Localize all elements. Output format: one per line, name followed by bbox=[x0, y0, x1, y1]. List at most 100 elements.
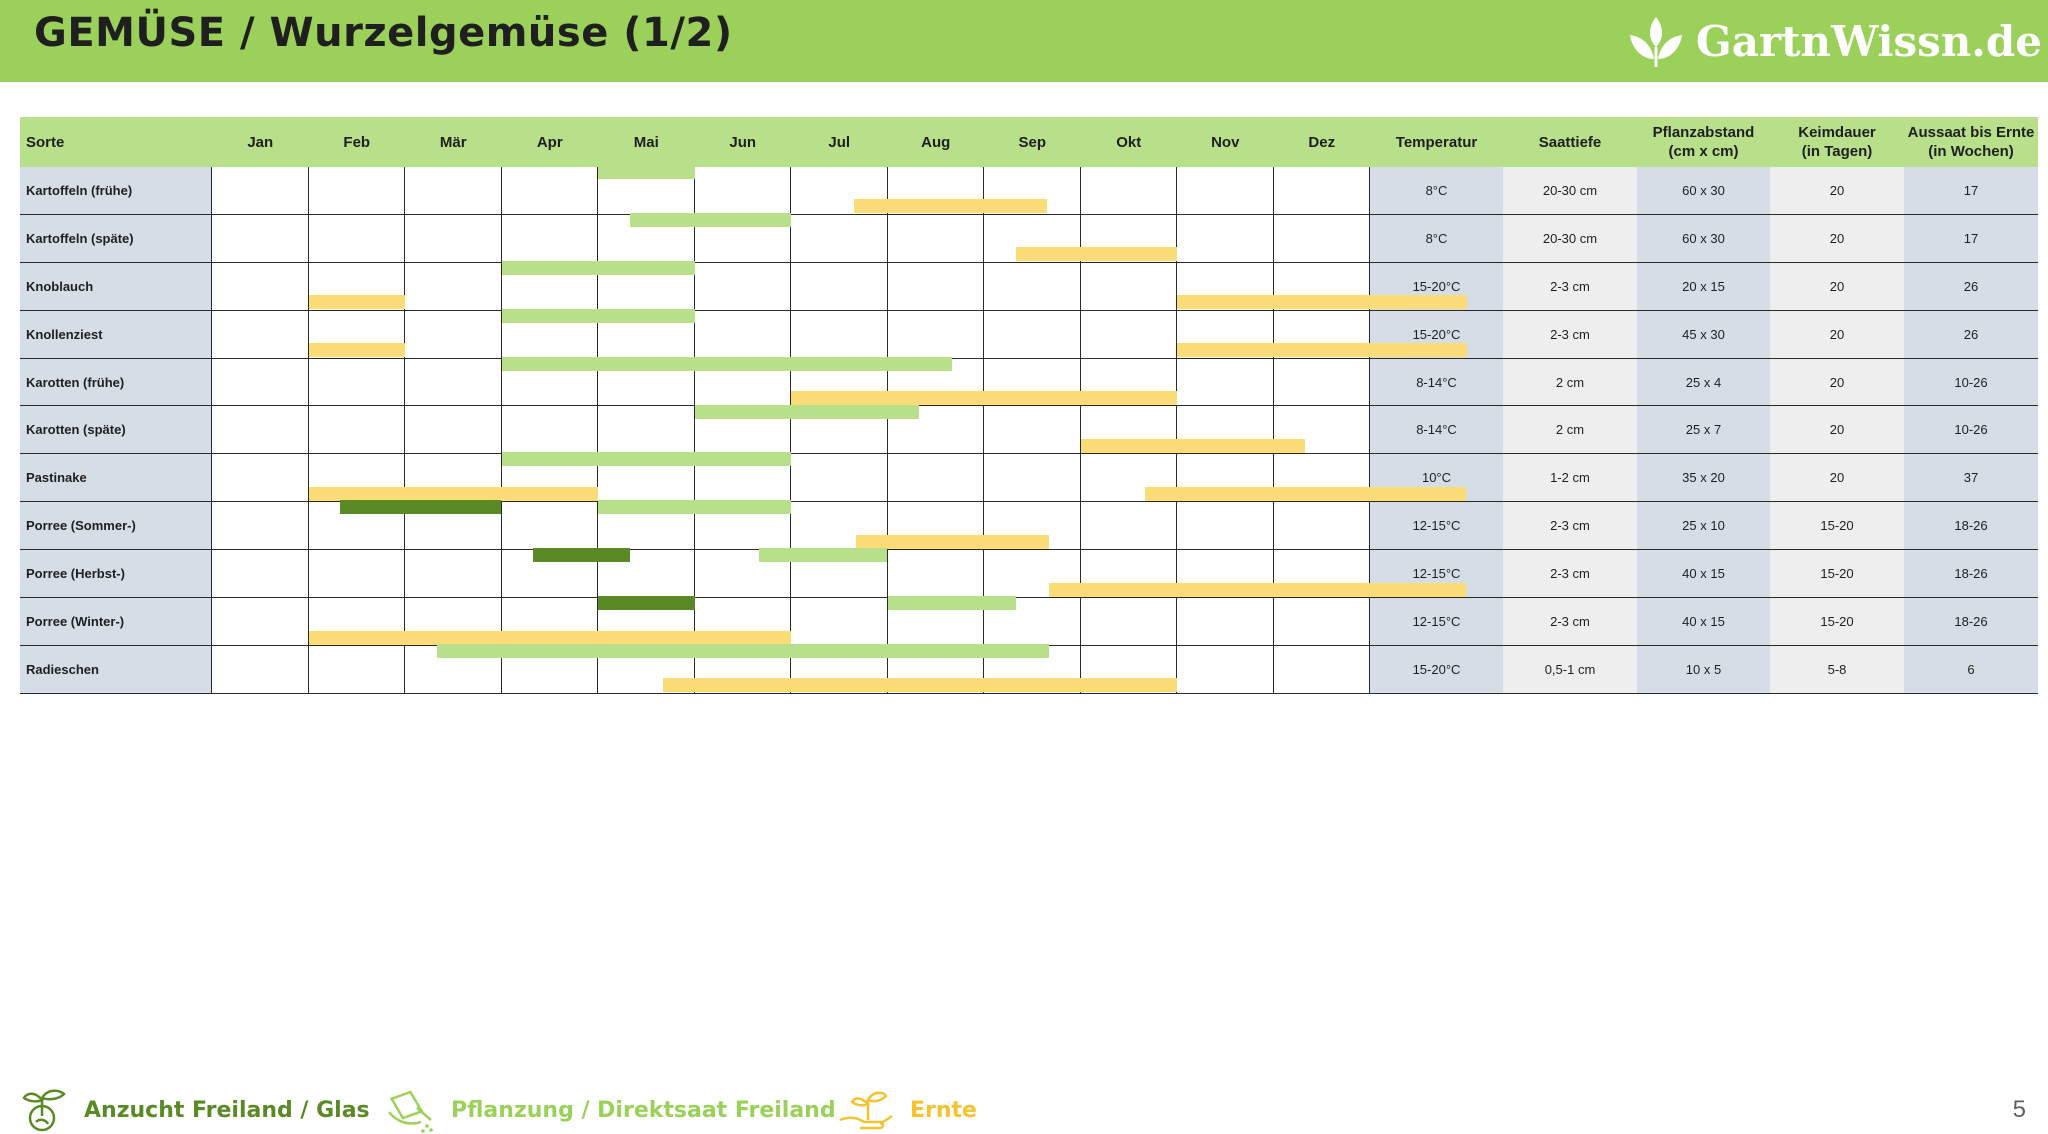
month-cell bbox=[984, 262, 1081, 311]
header-month: Apr bbox=[501, 117, 598, 167]
row-name: Pastinake bbox=[20, 454, 212, 503]
data-cell: 15-20 bbox=[1770, 550, 1904, 599]
data-cell: 20 bbox=[1770, 454, 1904, 503]
data-cell: 37 bbox=[1904, 454, 2038, 503]
data-cell: 15-20 bbox=[1770, 502, 1904, 551]
month-cell bbox=[1273, 167, 1370, 215]
data-cell: 20 bbox=[1770, 214, 1904, 263]
month-cell bbox=[984, 406, 1081, 455]
month-cell bbox=[212, 550, 309, 599]
data-cell: 20 x 15 bbox=[1637, 262, 1770, 311]
data-cell: 12-15°C bbox=[1370, 598, 1503, 646]
header-month: Sep bbox=[984, 117, 1081, 167]
legend-label: Pflanzung / Direktsaat Freiland bbox=[451, 1097, 836, 1123]
month-cell bbox=[887, 454, 984, 503]
data-cell: 35 x 20 bbox=[1637, 454, 1770, 503]
data-cell: 20-30 cm bbox=[1503, 214, 1637, 263]
month-cell bbox=[501, 406, 598, 455]
data-cell: 17 bbox=[1904, 167, 2038, 215]
month-cell bbox=[694, 310, 791, 359]
data-cell: 8-14°C bbox=[1370, 358, 1503, 407]
row-name: Karotten (späte) bbox=[20, 406, 212, 455]
ernte-bar bbox=[308, 630, 791, 645]
month-cell bbox=[1177, 645, 1274, 694]
month-cell bbox=[791, 598, 888, 646]
data-cell: 5-8 bbox=[1770, 645, 1904, 694]
month-cell bbox=[212, 167, 309, 215]
pflanzung-bar bbox=[694, 404, 920, 419]
month-cell bbox=[1177, 358, 1274, 407]
header-aussaat-bis-ernte: Aussaat bis Ernte (in Wochen) bbox=[1904, 117, 2038, 167]
month-cell bbox=[212, 502, 309, 551]
month-cell bbox=[984, 454, 1081, 503]
hand-plant-icon bbox=[839, 1091, 893, 1130]
month-cell bbox=[212, 454, 309, 503]
month-cell bbox=[405, 167, 502, 215]
month-cell bbox=[308, 214, 405, 263]
data-cell: 25 x 4 bbox=[1637, 358, 1770, 407]
data-cell: 10 x 5 bbox=[1637, 645, 1770, 694]
data-cell: 20 bbox=[1770, 310, 1904, 359]
legend-label: Ernte bbox=[910, 1097, 977, 1123]
pflanzung-bar bbox=[629, 212, 791, 227]
header-month: Aug bbox=[887, 117, 984, 167]
row-name: Porree (Winter-) bbox=[20, 598, 212, 646]
month-cell bbox=[694, 262, 791, 311]
legend-label: Anzucht Freiland / Glas bbox=[84, 1097, 370, 1123]
data-cell: 60 x 30 bbox=[1637, 167, 1770, 215]
ernte-bar bbox=[1048, 582, 1467, 597]
data-cell: 2 cm bbox=[1503, 358, 1637, 407]
data-cell: 0,5-1 cm bbox=[1503, 645, 1637, 694]
data-cell: 15-20 bbox=[1770, 598, 1904, 646]
data-cell: 2-3 cm bbox=[1503, 310, 1637, 359]
data-cell: 40 x 15 bbox=[1637, 598, 1770, 646]
data-cell: 18-26 bbox=[1904, 502, 2038, 551]
anzucht-bar bbox=[533, 548, 630, 563]
data-cell: 60 x 30 bbox=[1637, 214, 1770, 263]
row-name: Kartoffeln (frühe) bbox=[20, 167, 212, 215]
data-cell: 12-15°C bbox=[1370, 502, 1503, 551]
month-cell bbox=[887, 262, 984, 311]
data-cell: 15-20°C bbox=[1370, 645, 1503, 694]
month-cell bbox=[212, 310, 309, 359]
month-cell bbox=[791, 214, 888, 263]
pflanzung-bar bbox=[501, 308, 695, 323]
month-cell bbox=[308, 645, 405, 694]
month-cell bbox=[1080, 310, 1177, 359]
month-cell bbox=[405, 262, 502, 311]
pflanzung-bar bbox=[501, 356, 953, 371]
month-cell bbox=[598, 406, 695, 455]
leaf-logo-icon bbox=[1629, 17, 1682, 67]
ernte-bar bbox=[308, 343, 405, 358]
month-cell bbox=[887, 214, 984, 263]
data-cell: 20 bbox=[1770, 262, 1904, 311]
ernte-bar bbox=[662, 678, 1177, 693]
month-cell bbox=[212, 645, 309, 694]
data-cell: 40 x 15 bbox=[1637, 550, 1770, 599]
month-cell bbox=[308, 406, 405, 455]
data-cell: 8°C bbox=[1370, 167, 1503, 215]
logo: GartnWissn.de bbox=[1626, 6, 2042, 76]
seedling-icon bbox=[22, 1089, 66, 1132]
ernte-bar bbox=[1080, 438, 1306, 453]
data-cell: 18-26 bbox=[1904, 598, 2038, 646]
pflanzung-bar bbox=[501, 260, 695, 275]
header-saattiefe: Saattiefe bbox=[1503, 117, 1637, 167]
logo-text: GartnWissn.de bbox=[1695, 16, 2042, 66]
month-cell bbox=[212, 406, 309, 455]
header-keimdauer: Keimdauer (in Tagen) bbox=[1770, 117, 1904, 167]
legend-anzucht: Anzucht Freiland / Glas bbox=[20, 1086, 370, 1134]
month-cell bbox=[791, 454, 888, 503]
month-cell bbox=[501, 167, 598, 215]
month-cell bbox=[405, 214, 502, 263]
month-cell bbox=[1273, 214, 1370, 263]
header-month: Jun bbox=[694, 117, 791, 167]
data-cell: 20 bbox=[1770, 167, 1904, 215]
month-cell bbox=[984, 310, 1081, 359]
data-cell: 25 x 10 bbox=[1637, 502, 1770, 551]
month-cell bbox=[1273, 598, 1370, 646]
data-cell: 45 x 30 bbox=[1637, 310, 1770, 359]
data-cell: 25 x 7 bbox=[1637, 406, 1770, 455]
row-name: Knollenziest bbox=[20, 310, 212, 359]
header-month: Jul bbox=[791, 117, 888, 167]
